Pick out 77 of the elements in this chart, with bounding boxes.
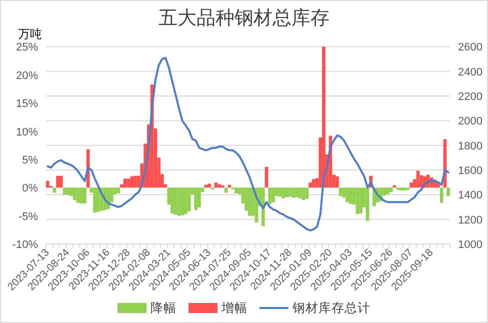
bar <box>282 188 286 198</box>
bar <box>356 188 360 214</box>
bar <box>248 188 252 216</box>
bar <box>446 188 450 196</box>
bar <box>93 188 96 212</box>
bar <box>204 184 208 188</box>
bar <box>116 188 120 194</box>
y-tick-label: 25% <box>16 42 38 54</box>
bar <box>46 180 50 188</box>
bar <box>234 188 238 194</box>
bar <box>194 188 198 210</box>
y-tick-label: -5% <box>18 210 38 223</box>
bar <box>400 188 403 190</box>
y2-tick-label: 1800 <box>458 140 482 152</box>
bar <box>336 176 339 188</box>
y2-tick-label: 2000 <box>458 116 482 128</box>
bar <box>177 188 181 216</box>
y2-tick-label: 2200 <box>458 91 482 104</box>
y2-tick-label: 2400 <box>458 66 482 78</box>
bar <box>322 46 326 188</box>
bar <box>224 188 228 193</box>
legend-label: 增幅 <box>220 301 248 315</box>
bar <box>123 178 127 188</box>
bar <box>268 188 272 204</box>
bar <box>308 182 312 188</box>
bar <box>346 188 349 202</box>
bar <box>198 188 201 208</box>
y2-tick-label: 2600 <box>458 42 482 54</box>
bar <box>302 188 306 200</box>
y2-tick-label: 1200 <box>458 214 482 226</box>
bar <box>130 176 134 188</box>
bar <box>80 188 84 204</box>
legend-label: 钢材库存总计 <box>292 301 370 315</box>
bar <box>72 188 76 200</box>
bar <box>83 188 86 204</box>
y-tick-label: 0% <box>22 182 38 195</box>
bar <box>59 176 63 188</box>
bar <box>62 188 66 195</box>
bar <box>76 188 80 203</box>
bar <box>96 188 100 212</box>
y-tick-label: -10% <box>12 239 38 251</box>
bar <box>66 188 70 195</box>
chart-title: 五大品种钢材总库存 <box>158 7 330 29</box>
bar <box>349 188 352 204</box>
bar <box>288 188 292 197</box>
bar <box>218 184 222 188</box>
bar <box>187 188 191 212</box>
bar <box>52 188 56 193</box>
y-tick-label: 5% <box>22 154 38 166</box>
legend-label: 降幅 <box>150 301 176 315</box>
bar <box>305 188 309 199</box>
bar <box>298 188 302 198</box>
bar <box>174 188 178 215</box>
bar <box>440 188 444 203</box>
bar <box>170 188 174 214</box>
bar <box>402 188 406 190</box>
y2-tick-label: 1000 <box>458 239 482 251</box>
y-axis-title: 万吨 <box>18 27 42 41</box>
bar <box>389 188 393 192</box>
y2-tick-label: 1600 <box>458 165 482 178</box>
bar <box>312 179 316 188</box>
bar <box>295 188 298 198</box>
y-tick-label: 10% <box>16 126 38 138</box>
bar <box>261 188 265 226</box>
y-tick-label: 20% <box>16 70 38 82</box>
y2-tick-label: 1400 <box>458 190 482 202</box>
bar <box>70 188 73 196</box>
bar <box>180 188 184 216</box>
bar <box>56 176 60 188</box>
bar <box>272 188 275 202</box>
bar <box>208 184 211 188</box>
bar <box>338 188 342 196</box>
bar <box>221 185 224 188</box>
bar <box>292 188 296 198</box>
bar <box>410 182 413 188</box>
bar <box>386 188 390 194</box>
y-tick-label: 15% <box>16 98 38 110</box>
